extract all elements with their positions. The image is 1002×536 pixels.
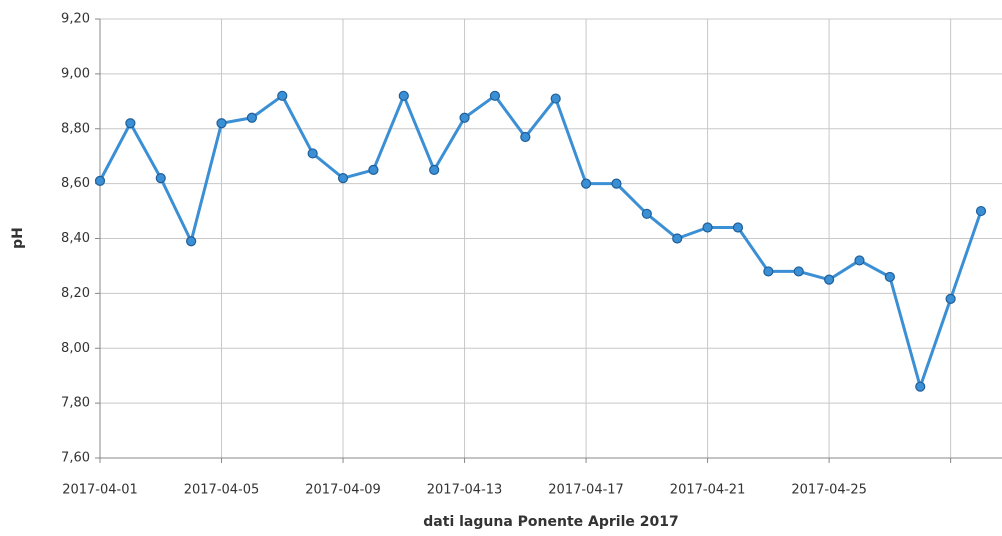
x-axis-title: dati laguna Ponente Aprile 2017 bbox=[423, 514, 678, 530]
point bbox=[763, 266, 774, 277]
x-tick-label: 2017-04-21 bbox=[670, 483, 746, 498]
point bbox=[94, 175, 106, 186]
point bbox=[611, 178, 622, 189]
point bbox=[216, 118, 227, 129]
point bbox=[945, 293, 956, 304]
y-tick-label: 8,80 bbox=[61, 121, 90, 136]
y-tick-label: 9,20 bbox=[61, 12, 90, 27]
point bbox=[732, 222, 744, 233]
y-tick-label: 7,80 bbox=[61, 396, 90, 411]
x-tick-label: 2017-04-25 bbox=[791, 483, 867, 498]
point bbox=[550, 93, 561, 104]
y-tick-label: 7,60 bbox=[61, 451, 90, 466]
x-tick-label: 2017-04-05 bbox=[184, 483, 260, 498]
y-tick-label: 8,20 bbox=[61, 286, 90, 301]
point bbox=[975, 205, 987, 217]
point bbox=[702, 222, 713, 233]
point bbox=[793, 266, 804, 277]
y-tick-label: 8,00 bbox=[61, 341, 90, 356]
x-tick-label: 2017-04-01 bbox=[62, 483, 138, 498]
y-axis-title: pH bbox=[10, 227, 26, 249]
x-tick-label: 2017-04-09 bbox=[305, 483, 381, 498]
point bbox=[489, 90, 501, 101]
point bbox=[520, 131, 531, 143]
point bbox=[672, 233, 683, 244]
point bbox=[915, 381, 926, 392]
point bbox=[337, 173, 349, 184]
point bbox=[277, 90, 288, 101]
y-tick-label: 8,60 bbox=[61, 176, 90, 191]
point bbox=[824, 274, 835, 285]
x-tick-label: 2017-04-13 bbox=[427, 483, 503, 498]
point bbox=[884, 271, 895, 283]
line bbox=[98, 94, 983, 389]
point bbox=[125, 118, 136, 129]
point bbox=[854, 255, 865, 266]
point bbox=[429, 164, 440, 176]
y-tick-label: 9,00 bbox=[61, 66, 90, 81]
point bbox=[580, 178, 592, 189]
y-tick-label: 8,40 bbox=[61, 231, 90, 246]
point bbox=[641, 208, 652, 219]
point bbox=[459, 112, 470, 123]
point bbox=[307, 148, 318, 159]
point bbox=[246, 112, 257, 123]
point bbox=[186, 236, 197, 247]
point bbox=[398, 90, 409, 101]
x-tick-label: 2017-04-17 bbox=[548, 483, 624, 498]
point bbox=[155, 173, 166, 184]
point bbox=[368, 164, 379, 176]
